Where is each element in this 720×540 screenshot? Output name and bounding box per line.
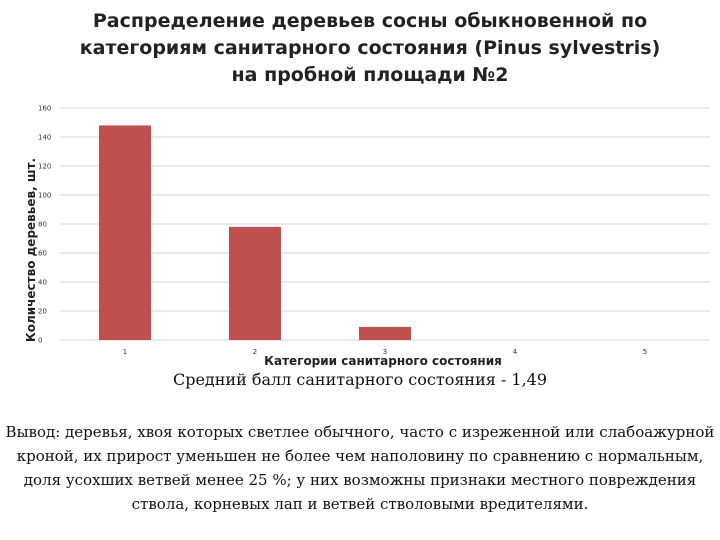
y-tick-label: 160 — [38, 105, 51, 113]
bar-chart: 0 20 40 60 80 100 120 140 160 1 2 3 4 5 Количество д… — [24, 105, 710, 368]
y-tick-labels: 0 20 40 60 80 100 120 140 160 — [38, 105, 51, 345]
chart-title-line-3: на пробной площади №2 — [231, 64, 509, 86]
bar-category-3 — [359, 326, 411, 340]
y-tick-label: 0 — [38, 337, 42, 345]
conclusion-text: Вывод: деревья, хвоя которых светлее обы… — [5, 423, 715, 513]
x-tick-label: 1 — [123, 348, 127, 356]
bar-category-2 — [229, 226, 281, 340]
bar-category-1 — [99, 125, 151, 341]
chart-title-line-2: категориям санитарного состояния (Pinus … — [79, 37, 661, 59]
bars — [99, 125, 411, 341]
y-tick-label: 40 — [38, 279, 47, 287]
y-tick-label: 20 — [38, 308, 47, 316]
chart-title: Распределение деревьев сосны обыкновенно… — [60, 8, 680, 89]
y-tick-label: 140 — [38, 134, 51, 142]
x-tick-labels: 1 2 3 4 5 — [123, 348, 647, 356]
gridlines — [60, 107, 710, 341]
y-tick-label: 80 — [38, 221, 47, 229]
x-tick-label: 5 — [643, 348, 647, 356]
y-tick-label: 60 — [38, 250, 47, 258]
x-tick-label: 3 — [383, 348, 387, 356]
x-tick-label: 2 — [253, 348, 257, 356]
y-tick-label: 120 — [38, 163, 51, 171]
x-tick-label: 4 — [513, 348, 518, 356]
y-tick-label: 100 — [38, 192, 51, 200]
average-score-text: Средний балл санитарного состояния - 1,4… — [172, 370, 548, 389]
chart-title-line-1: Распределение деревьев сосны обыкновенно… — [92, 10, 648, 32]
y-axis-title: Количество деревьев, шт. — [24, 158, 38, 342]
x-axis-title: Категории санитарного состояния — [264, 354, 502, 368]
